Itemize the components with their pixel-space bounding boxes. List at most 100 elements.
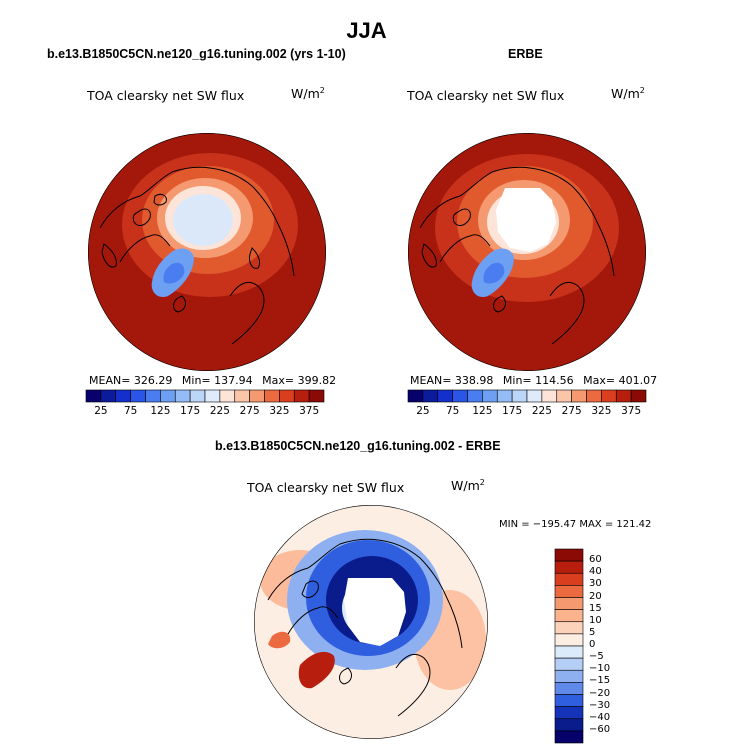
model-colorbar-tick-label: 225 bbox=[209, 405, 230, 417]
diff-colorbar-swatch bbox=[554, 657, 584, 671]
model-mean: MEAN= 326.29 bbox=[89, 374, 173, 387]
diff-colorbar-swatch bbox=[554, 730, 584, 744]
diff-colorbar-tick-label: 5 bbox=[589, 626, 596, 638]
diff-colorbar-swatch bbox=[554, 597, 584, 610]
obs-colorbar-tick-label: 75 bbox=[445, 405, 460, 417]
obs-colorbar-swatch bbox=[630, 389, 647, 403]
obs-map-greenland-core bbox=[483, 262, 505, 284]
model-colorbar-tick-label: 125 bbox=[150, 405, 171, 417]
diff-panel-title: b.e13.B1850C5CN.ne120_g16.tuning.002 - E… bbox=[215, 439, 501, 453]
diff-colorbar-tick-label: −60 bbox=[589, 723, 611, 735]
obs-min: Min= 114.56 bbox=[502, 374, 574, 387]
diff-colorbar-tick-label: 40 bbox=[589, 566, 602, 578]
obs-colorbar-swatch bbox=[467, 389, 483, 403]
model-colorbar-tick-label: 75 bbox=[123, 405, 138, 417]
obs-colorbar-tick-label: 325 bbox=[591, 405, 612, 417]
obs-colorbar-swatch bbox=[615, 389, 632, 403]
obs-colorbar-tick-label: 25 bbox=[416, 405, 430, 417]
model-colorbar-swatch bbox=[204, 389, 221, 403]
model-map-coastlines bbox=[99, 166, 295, 345]
diff-colorbar-swatch bbox=[554, 609, 584, 623]
diff-map-coastlines bbox=[267, 538, 463, 717]
obs-colorbar-tick-label: 275 bbox=[561, 405, 582, 417]
obs-colorbar bbox=[407, 389, 647, 403]
obs-stats: MEAN= 338.98 Min= 114.56 Max= 401.07 bbox=[410, 374, 663, 387]
model-max: Max= 399.82 bbox=[262, 374, 337, 387]
diff-colorbar-swatch bbox=[554, 706, 584, 720]
model-polar-map bbox=[88, 133, 326, 371]
diff-field-label: TOA clearsky net SW flux bbox=[247, 480, 405, 495]
model-colorbar-tick-label: 375 bbox=[299, 405, 320, 417]
diff-colorbar-tick-label: −15 bbox=[589, 675, 611, 687]
obs-units-label: W/m2 bbox=[611, 86, 645, 102]
obs-colorbar-swatch bbox=[601, 389, 617, 403]
model-colorbar bbox=[85, 389, 325, 403]
diff-colorbar-tick-label: 10 bbox=[589, 614, 602, 626]
diff-colorbar-swatch bbox=[554, 645, 584, 659]
obs-colorbar-tick-label: 375 bbox=[621, 405, 642, 417]
model-map-greenland-core bbox=[163, 262, 185, 284]
diff-map-greenland-diff bbox=[298, 651, 335, 689]
obs-colorbar-swatch bbox=[586, 389, 602, 403]
model-colorbar-tick-label: 275 bbox=[239, 405, 260, 417]
model-colorbar-swatch bbox=[308, 389, 325, 403]
model-colorbar-tick-label: 325 bbox=[269, 405, 290, 417]
obs-colorbar-swatch bbox=[496, 389, 513, 403]
model-colorbar-swatch bbox=[234, 389, 250, 403]
diff-colorbar-tick-label: −10 bbox=[589, 663, 611, 675]
model-units-label: W/m2 bbox=[291, 86, 325, 102]
diff-colorbar-swatch bbox=[554, 718, 584, 732]
obs-colorbar-swatch bbox=[452, 389, 468, 403]
diff-colorbar-swatch bbox=[554, 682, 584, 695]
model-colorbar-swatch bbox=[249, 389, 265, 403]
obs-polar-map bbox=[408, 133, 646, 371]
obs-colorbar-tick-label: 175 bbox=[502, 405, 523, 417]
obs-max: Max= 401.07 bbox=[583, 374, 658, 387]
obs-colorbar-swatch bbox=[407, 389, 424, 403]
diff-colorbar-tick-label: 0 bbox=[589, 639, 596, 650]
model-colorbar-swatch bbox=[130, 389, 146, 403]
diff-colorbar-tick-label: 30 bbox=[589, 578, 602, 590]
model-colorbar-tick-label: 175 bbox=[180, 405, 201, 417]
diff-colorbar-swatch bbox=[554, 548, 584, 562]
obs-colorbar-swatch bbox=[422, 389, 439, 403]
diff-units-label: W/m2 bbox=[451, 478, 485, 494]
obs-map-missing-data bbox=[496, 188, 556, 252]
diff-polar-map bbox=[254, 505, 488, 739]
model-colorbar-swatch bbox=[189, 389, 206, 403]
model-colorbar-swatch bbox=[279, 389, 295, 403]
obs-colorbar-swatch bbox=[482, 389, 498, 403]
obs-panel-title: ERBE bbox=[508, 47, 543, 61]
obs-colorbar-swatch bbox=[541, 389, 558, 403]
model-field-label: TOA clearsky net SW flux bbox=[87, 88, 245, 103]
model-colorbar-tick-label: 25 bbox=[94, 405, 108, 417]
diff-map-missing-data bbox=[344, 578, 406, 646]
model-map-sea-ice bbox=[173, 194, 233, 246]
obs-colorbar-swatch bbox=[526, 389, 543, 403]
diff-colorbar-swatch bbox=[554, 669, 584, 683]
model-colorbar-swatch bbox=[145, 389, 161, 403]
obs-colorbar-swatch bbox=[511, 389, 528, 403]
diff-colorbar-tick-label: −20 bbox=[589, 687, 611, 699]
diff-colorbar-swatch bbox=[554, 585, 584, 598]
obs-mean: MEAN= 338.98 bbox=[410, 374, 494, 387]
model-min: Min= 137.94 bbox=[181, 374, 253, 387]
model-colorbar-swatch bbox=[160, 389, 176, 403]
diff-colorbar-tick-label: −30 bbox=[589, 699, 611, 711]
model-colorbar-swatch bbox=[85, 389, 102, 403]
model-colorbar-swatch bbox=[100, 389, 117, 403]
model-stats: MEAN= 326.29 Min= 137.94 Max= 399.82 bbox=[89, 374, 342, 387]
diff-colorbar-swatch bbox=[554, 572, 584, 586]
diff-colorbar bbox=[554, 548, 584, 744]
obs-map-pole-hole bbox=[517, 227, 531, 241]
diff-colorbar-tick-label: 15 bbox=[589, 602, 602, 614]
obs-colorbar-swatch bbox=[571, 389, 587, 403]
obs-colorbar-swatch bbox=[437, 389, 453, 403]
model-colorbar-swatch bbox=[293, 389, 310, 403]
obs-colorbar-swatch bbox=[556, 389, 572, 403]
model-colorbar-swatch bbox=[115, 389, 131, 403]
diff-colorbar-swatch bbox=[554, 560, 584, 574]
diff-colorbar-swatch bbox=[554, 694, 584, 707]
obs-field-label: TOA clearsky net SW flux bbox=[407, 88, 565, 103]
